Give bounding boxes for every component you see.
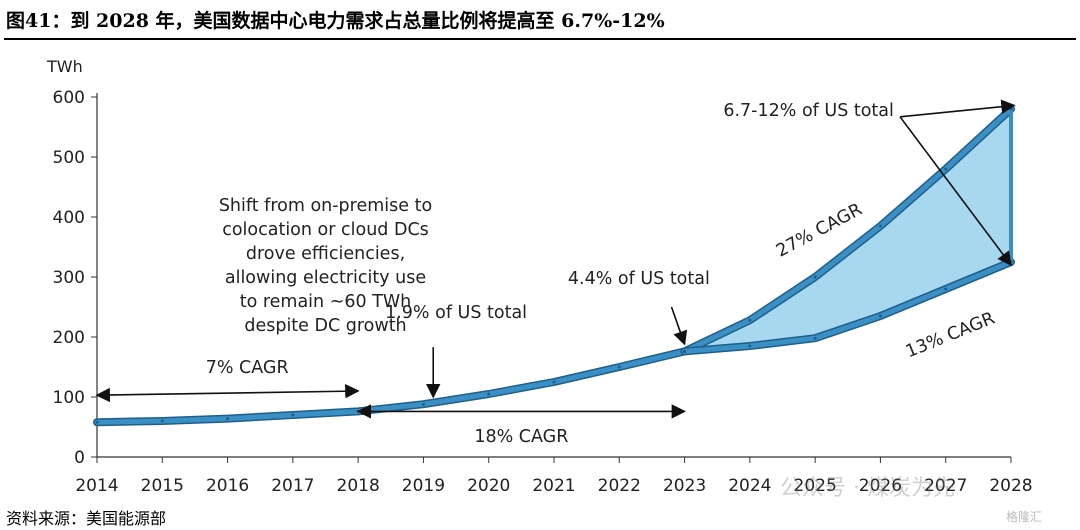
y-tick-label: 600 <box>53 88 85 108</box>
annotation-text: 1.9% of US total <box>385 303 527 323</box>
y-tick-label: 300 <box>53 268 85 288</box>
x-tick-label: 2024 <box>728 476 771 496</box>
annotation-text: 4.4% of US total <box>568 269 710 289</box>
x-tick-label: 2025 <box>794 476 837 496</box>
x-tick-label: 2022 <box>598 476 641 496</box>
x-tick-label: 2017 <box>271 476 314 496</box>
x-tick-label: 2026 <box>859 476 902 496</box>
y-tick-label: 500 <box>53 148 85 168</box>
series-2-point <box>683 349 687 353</box>
x-tick-label: 2015 <box>141 476 184 496</box>
series-1-point <box>813 275 817 279</box>
projection-band <box>684 109 1011 352</box>
annotation-arrow <box>899 99 1016 118</box>
annotation-text: 18% CAGR <box>474 427 568 447</box>
annotation-line: allowing electricity use <box>225 268 426 288</box>
annotation-line: colocation or cloud DCs <box>222 220 429 240</box>
y-tick-label: 200 <box>53 328 85 348</box>
watermark-corner: 格隆汇 <box>1006 510 1043 524</box>
series-1-point <box>878 224 882 228</box>
annotation-text: 7% CAGR <box>206 358 289 378</box>
annotation-text: Shift from on-premise to colocation or cl… <box>219 196 432 336</box>
series-0-point <box>487 392 491 396</box>
figure-title: 图41：到 2028 年，美国数据中心电力需求占总量比例将提高至 6.7%-12… <box>6 10 665 32</box>
series-0-point <box>160 419 164 423</box>
annotation-line: Shift from on-premise to <box>219 196 432 216</box>
y-tick-label: 0 <box>74 448 85 468</box>
x-tick-label: 2016 <box>206 476 249 496</box>
annotation-line: 13% CAGR <box>903 308 998 362</box>
series-0-point <box>552 380 556 384</box>
y-tick-label: 400 <box>53 208 85 228</box>
annotation-text: 6.7-12% of US total <box>723 101 894 121</box>
series-2-point <box>944 287 948 291</box>
title-rule <box>4 38 1076 40</box>
series-0-point <box>95 420 99 424</box>
x-tick-label: 2020 <box>467 476 510 496</box>
series-high-scenario-line <box>682 106 1014 354</box>
series-low-scenario-line <box>682 259 1014 354</box>
annotation-line: drove efficiencies, <box>246 244 405 264</box>
annotation-arrow <box>670 306 688 346</box>
series-1-point <box>944 167 948 171</box>
x-tick-label: 2021 <box>532 476 575 496</box>
watermark: 公众号 · 煤炭为先 <box>780 476 955 501</box>
x-tick-label: 2027 <box>924 476 967 496</box>
annotation-line: to remain ~60 TWh <box>240 292 412 312</box>
y-axis-unit: TWh <box>46 57 83 76</box>
annotation-arrow <box>95 384 360 403</box>
series-0-point <box>291 413 295 417</box>
series-2-point <box>748 344 752 348</box>
y-tick-label: 100 <box>53 388 85 408</box>
x-tick-label: 2019 <box>402 476 445 496</box>
series-2-point <box>878 314 882 318</box>
x-tick-label: 2023 <box>663 476 706 496</box>
annotation-text: 13% CAGR <box>903 308 998 362</box>
annotation-line: 1.9% of US total <box>385 303 527 323</box>
series-0-point <box>421 402 425 406</box>
series-0-point <box>226 417 230 421</box>
x-tick-label: 2018 <box>337 476 380 496</box>
series-0-point <box>617 365 621 369</box>
series-1-point <box>1009 107 1013 111</box>
annotation-line: despite DC growth <box>244 316 406 336</box>
series-2-point <box>813 336 817 340</box>
annotation-line: 6.7-12% of US total <box>723 101 894 121</box>
annotation-line: 18% CAGR <box>474 427 568 447</box>
x-tick-label: 2014 <box>75 476 118 496</box>
annotation-line: 4.4% of US total <box>568 269 710 289</box>
figure-source: 资料来源：美国能源部 <box>6 509 167 528</box>
annotation-arrow <box>899 116 1012 267</box>
annotation-line: 7% CAGR <box>206 358 289 378</box>
series-1-point <box>748 318 752 322</box>
x-tick-label: 2028 <box>989 476 1032 496</box>
